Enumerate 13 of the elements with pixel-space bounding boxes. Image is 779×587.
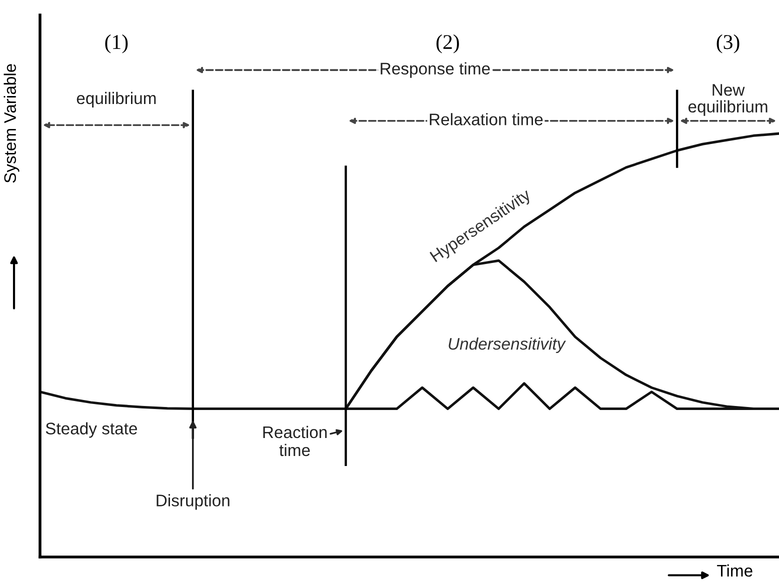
text: Undersensitivity (448, 338, 566, 354)
text: (1) (105, 34, 128, 54)
annotation: Reaction time (263, 426, 327, 456)
x-axis-title: Time (717, 564, 752, 577)
annotation: Steady state (46, 422, 138, 438)
text: (3) (716, 34, 740, 54)
text: New equilibrium (688, 84, 768, 116)
annotation: Disruption (156, 494, 230, 510)
text: Response time (380, 62, 490, 78)
y-axis-title: System Variable (4, 64, 20, 183)
text: Relaxation time (430, 113, 543, 126)
text: (2) (436, 34, 459, 54)
text: equilibrium (76, 92, 156, 108)
